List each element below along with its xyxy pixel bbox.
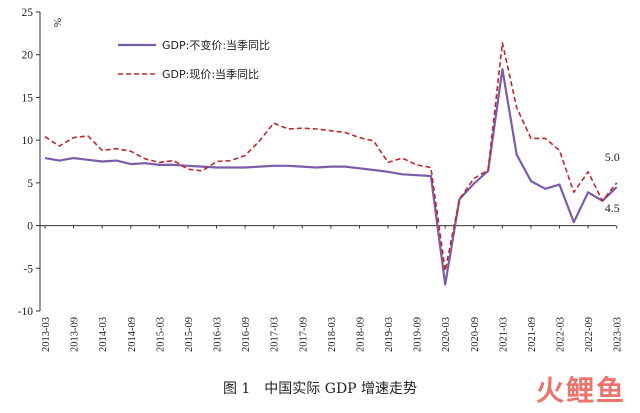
- x-tick-label: 2016-09: [241, 317, 252, 352]
- x-tick-label: 2015-09: [184, 317, 195, 352]
- x-tick-label: 2023-03: [613, 317, 624, 352]
- x-tick-label: 2013-03: [41, 317, 52, 352]
- annotation-real-last: 4.5: [605, 201, 620, 215]
- watermark-logo: 火鲤鱼: [535, 374, 626, 407]
- y-tick-label: -10: [18, 306, 34, 318]
- x-tick-label: 2022-09: [584, 317, 595, 352]
- y-tick-label: 20: [22, 50, 34, 62]
- x-tick-label: 2020-09: [470, 317, 481, 352]
- x-tick-label: 2021-03: [498, 317, 509, 352]
- y-tick-label: -5: [23, 263, 33, 275]
- legend-label: GDP:不变价:当季同比: [162, 38, 270, 52]
- axes: [36, 11, 618, 312]
- tick-labels: -10 -5 0 5 10 15 20 25% 2013-03 2013-09 2014-03 201…: [18, 7, 624, 352]
- series-line-real-gdp: [44, 68, 618, 286]
- gdp-growth-chart: -10 -5 0 5 10 15 20 25% 2013-03 2013-09 2014-03 201…: [18, 7, 624, 352]
- chart-caption: 图 1 中国实际 GDP 增速走势: [222, 381, 418, 397]
- annotations: 5.0 4.5: [605, 150, 620, 215]
- x-tick-label: 2018-03: [327, 317, 338, 352]
- x-tick-label: 2019-03: [384, 317, 395, 352]
- x-tick-label: 2018-09: [355, 317, 366, 352]
- x-tick-label: 2014-03: [98, 317, 109, 352]
- x-tick-label: 2015-03: [155, 317, 166, 352]
- legend-label: GDP:现价:当季同比: [162, 67, 259, 81]
- x-tick-label: 2020-03: [441, 317, 452, 352]
- legend: GDP:不变价:当季同比 GDP:现价:当季同比: [118, 38, 270, 81]
- x-tick-label: 2022-03: [556, 317, 567, 352]
- series-line-nominal-gdp: [44, 42, 618, 272]
- y-unit-label: %: [51, 18, 63, 27]
- y-tick-label: 10: [22, 135, 34, 147]
- y-tick-label: 25: [22, 7, 34, 19]
- x-tick-label: 2013-09: [70, 317, 81, 352]
- x-tick-label: 2017-03: [270, 317, 281, 352]
- x-tick-label: 2019-09: [413, 317, 424, 352]
- y-tick-label: 0: [27, 221, 33, 233]
- y-tick-label: 5: [27, 178, 33, 190]
- x-tick-label: 2021-09: [527, 317, 538, 352]
- series-lines: [44, 42, 618, 286]
- y-tick-label: 15: [22, 92, 34, 104]
- x-tick-label: 2016-03: [213, 317, 224, 352]
- x-tick-label: 2014-09: [127, 317, 138, 352]
- x-tick-label: 2017-09: [298, 317, 309, 352]
- annotation-nominal-last: 5.0: [605, 150, 620, 164]
